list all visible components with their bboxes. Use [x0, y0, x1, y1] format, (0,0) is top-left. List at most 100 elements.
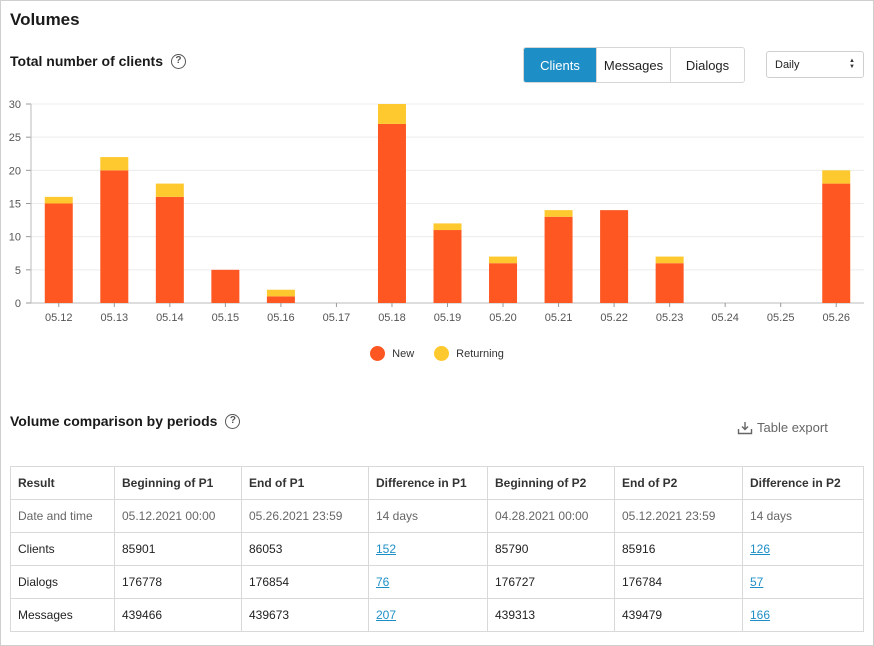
help-icon[interactable]: ? [170, 53, 186, 69]
table-cell: 85901 [114, 532, 242, 566]
header-end-p2: End of P2 [614, 466, 743, 500]
difference-link[interactable]: 126 [750, 542, 771, 556]
y-tick-label: 25 [9, 132, 21, 144]
bar-returning [433, 223, 462, 231]
chart-section-title: Total number of clients ? [10, 53, 186, 69]
table-cell: 152 [368, 532, 488, 566]
x-tick-label: 05.14 [156, 312, 184, 324]
bar-new [100, 170, 129, 303]
x-tick-label: 05.13 [101, 312, 129, 324]
header-end-p1: End of P1 [241, 466, 369, 500]
table-export-label: Table export [757, 420, 828, 435]
period-select-value: Daily [775, 58, 800, 71]
chart-title: Total number of clients [10, 53, 163, 69]
chart-legend: New Returning [0, 346, 874, 361]
table-cell: 57 [742, 565, 864, 599]
x-tick-label: 05.12 [45, 312, 73, 324]
bar-returning [44, 196, 73, 204]
x-tick-label: 05.25 [767, 312, 795, 324]
bar-new [655, 263, 684, 303]
table-cell: 05.26.2021 23:59 [241, 499, 369, 533]
x-tick-label: 05.22 [600, 312, 628, 324]
table-cell: 14 days [742, 499, 864, 533]
legend-dot-new [370, 346, 386, 361]
bar-new [600, 210, 629, 303]
difference-link[interactable]: 207 [376, 608, 397, 622]
difference-link[interactable]: 166 [750, 608, 771, 622]
comparison-section-title: Volume comparison by periods ? [10, 413, 241, 429]
legend-item-new[interactable]: New [370, 346, 414, 361]
bar-returning [489, 256, 518, 264]
x-tick-label: 05.15 [212, 312, 240, 324]
table-cell: 05.12.2021 23:59 [614, 499, 743, 533]
clients-bar-chart: 0 5 10 15 20 25 30 05.12 05.13 05.14 05.15 05.16 05.… [9, 99, 864, 324]
bar-new [544, 216, 573, 303]
bar-returning [655, 256, 684, 264]
bar-new [211, 269, 240, 303]
bar-returning [266, 289, 295, 297]
bar-new [489, 263, 518, 303]
row-label: Dialogs [10, 565, 115, 599]
table-cell: 439313 [487, 598, 615, 632]
period-select[interactable]: Daily ▲ ▼ [766, 51, 864, 78]
help-icon[interactable]: ? [225, 413, 241, 429]
table-header-row: Result Beginning of P1 End of P1 Differe… [10, 466, 864, 500]
table-cell: 176854 [241, 565, 369, 599]
header-difference-p2: Difference in P2 [742, 466, 864, 500]
table-cell: 176727 [487, 565, 615, 599]
table-cell: 14 days [368, 499, 488, 533]
select-arrows-icon: ▲ ▼ [849, 58, 855, 70]
difference-link[interactable]: 152 [376, 542, 397, 556]
table-cell: 176778 [114, 565, 242, 599]
difference-link[interactable]: 57 [750, 575, 764, 589]
legend-label-new: New [392, 347, 415, 360]
legend-dot-returning [434, 346, 450, 361]
x-tick-label: 05.17 [323, 312, 351, 324]
table-export-button[interactable]: Table export [737, 420, 828, 435]
legend-item-returning[interactable]: Returning [434, 346, 504, 361]
table-cell: 176784 [614, 565, 743, 599]
table-cell: 439673 [241, 598, 369, 632]
table-cell: 439466 [114, 598, 242, 632]
bar-returning [155, 183, 184, 197]
tab-clients[interactable]: Clients [524, 48, 597, 82]
table-cell: 126 [742, 532, 864, 566]
table-row: Clients 85901 86053 152 85790 85916 126 [10, 532, 864, 566]
table-cell: 04.28.2021 00:00 [487, 499, 615, 533]
x-tick-label: 05.26 [822, 312, 850, 324]
bar-returning [544, 210, 573, 217]
metric-tabs: Clients Messages Dialogs [523, 47, 745, 83]
table-cell: 86053 [241, 532, 369, 566]
table-cell: 85916 [614, 532, 743, 566]
table-cell: 439479 [614, 598, 743, 632]
bar-new [266, 296, 295, 303]
x-tick-label: 05.21 [545, 312, 573, 324]
y-tick-label: 10 [9, 232, 21, 244]
x-tick-label: 05.24 [711, 312, 739, 324]
bar-new [155, 196, 184, 303]
header-difference-p1: Difference in P1 [368, 466, 488, 500]
table-cell: 76 [368, 565, 488, 599]
header-beginning-p2: Beginning of P2 [487, 466, 615, 500]
tab-dialogs[interactable]: Dialogs [671, 48, 744, 82]
download-icon [737, 421, 753, 434]
difference-link[interactable]: 76 [376, 575, 390, 589]
header-beginning-p1: Beginning of P1 [114, 466, 242, 500]
bar-new [44, 203, 73, 303]
bar-new [822, 183, 851, 303]
y-tick-label: 30 [9, 99, 21, 111]
comparison-table: Result Beginning of P1 End of P1 Differe… [10, 466, 864, 632]
tab-messages[interactable]: Messages [597, 48, 671, 82]
y-tick-label: 0 [15, 298, 21, 310]
x-tick-label: 05.16 [267, 312, 295, 324]
x-tick-label: 05.18 [378, 312, 406, 324]
bar-returning [822, 170, 851, 184]
x-tick-label: 05.20 [489, 312, 517, 324]
page-title: Volumes [10, 10, 80, 29]
bar-returning [100, 157, 129, 171]
table-row: Dialogs 176778 176854 76 176727 176784 5… [10, 565, 864, 599]
bar-new [377, 123, 406, 304]
comparison-title: Volume comparison by periods [10, 413, 218, 429]
row-label: Clients [10, 532, 115, 566]
y-tick-label: 15 [9, 199, 21, 211]
